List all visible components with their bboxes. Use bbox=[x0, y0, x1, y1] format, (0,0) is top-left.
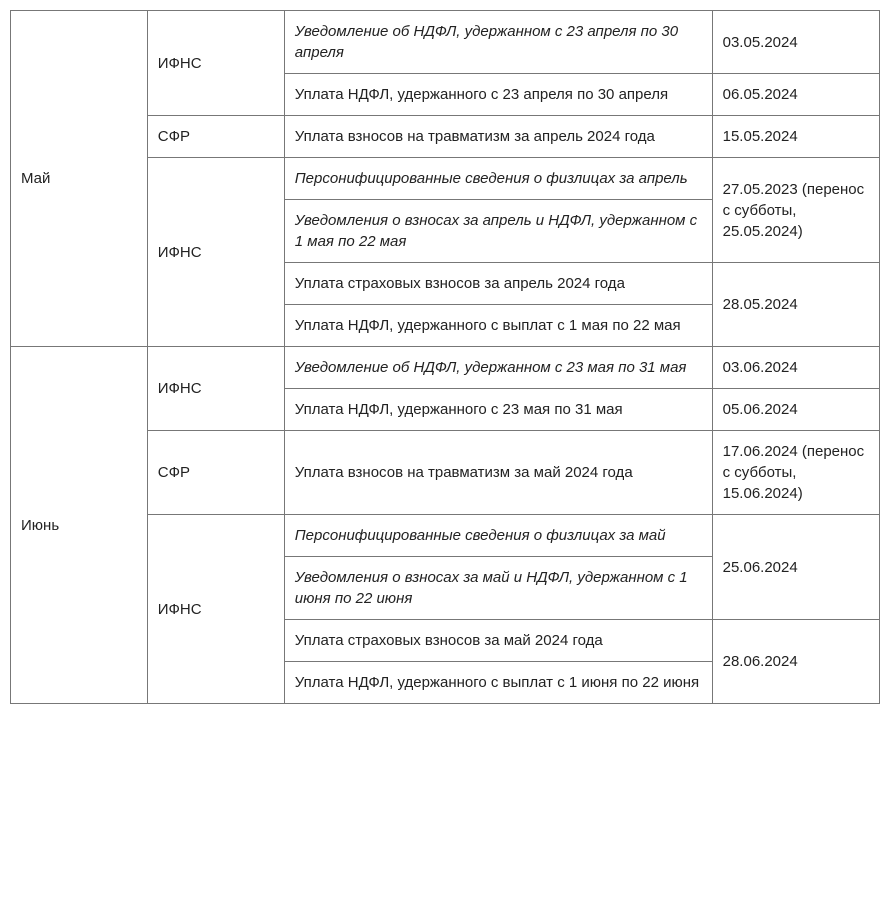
description-cell: Персонифицированные сведения о физлицах … bbox=[284, 515, 712, 557]
description-cell: Уплата НДФЛ, удержанного с выплат с 1 ию… bbox=[284, 662, 712, 704]
description-cell: Уплата взносов на травматизм за апрель 2… bbox=[284, 116, 712, 158]
date-cell: 28.05.2024 bbox=[712, 263, 879, 347]
agency-cell: ИФНС bbox=[147, 515, 284, 704]
date-cell: 05.06.2024 bbox=[712, 389, 879, 431]
description-cell: Уплата НДФЛ, удержанного с выплат с 1 ма… bbox=[284, 305, 712, 347]
date-cell: 06.05.2024 bbox=[712, 74, 879, 116]
date-cell: 17.06.2024 (перенос с субботы, 15.06.202… bbox=[712, 431, 879, 515]
agency-cell: ИФНС bbox=[147, 11, 284, 116]
agency-cell: СФР bbox=[147, 116, 284, 158]
tax-schedule-table: Май ИФНС Уведомление об НДФЛ, удержанном… bbox=[10, 10, 880, 704]
month-cell: Июнь bbox=[11, 347, 148, 704]
date-cell: 28.06.2024 bbox=[712, 620, 879, 704]
date-cell: 27.05.2023 (перенос с субботы, 25.05.202… bbox=[712, 158, 879, 263]
description-cell: Уплата НДФЛ, удержанного с 23 мая по 31 … bbox=[284, 389, 712, 431]
description-cell: Уплата страховых взносов за апрель 2024 … bbox=[284, 263, 712, 305]
description-cell: Уплата НДФЛ, удержанного с 23 апреля по … bbox=[284, 74, 712, 116]
description-cell: Уплата взносов на травматизм за май 2024… bbox=[284, 431, 712, 515]
description-cell: Уведомление об НДФЛ, удержанном с 23 апр… bbox=[284, 11, 712, 74]
description-cell: Уплата страховых взносов за май 2024 год… bbox=[284, 620, 712, 662]
date-cell: 25.06.2024 bbox=[712, 515, 879, 620]
date-cell: 15.05.2024 bbox=[712, 116, 879, 158]
agency-cell: ИФНС bbox=[147, 347, 284, 431]
agency-cell: ИФНС bbox=[147, 158, 284, 347]
description-cell: Уведомления о взносах за май и НДФЛ, уде… bbox=[284, 557, 712, 620]
agency-cell: СФР bbox=[147, 431, 284, 515]
table-row: Май ИФНС Уведомление об НДФЛ, удержанном… bbox=[11, 11, 880, 74]
date-cell: 03.05.2024 bbox=[712, 11, 879, 74]
description-cell: Уведомление об НДФЛ, удержанном с 23 мая… bbox=[284, 347, 712, 389]
month-cell: Май bbox=[11, 11, 148, 347]
description-cell: Уведомления о взносах за апрель и НДФЛ, … bbox=[284, 200, 712, 263]
date-cell: 03.06.2024 bbox=[712, 347, 879, 389]
table-row: Июнь ИФНС Уведомление об НДФЛ, удержанно… bbox=[11, 347, 880, 389]
description-cell: Персонифицированные сведения о физлицах … bbox=[284, 158, 712, 200]
